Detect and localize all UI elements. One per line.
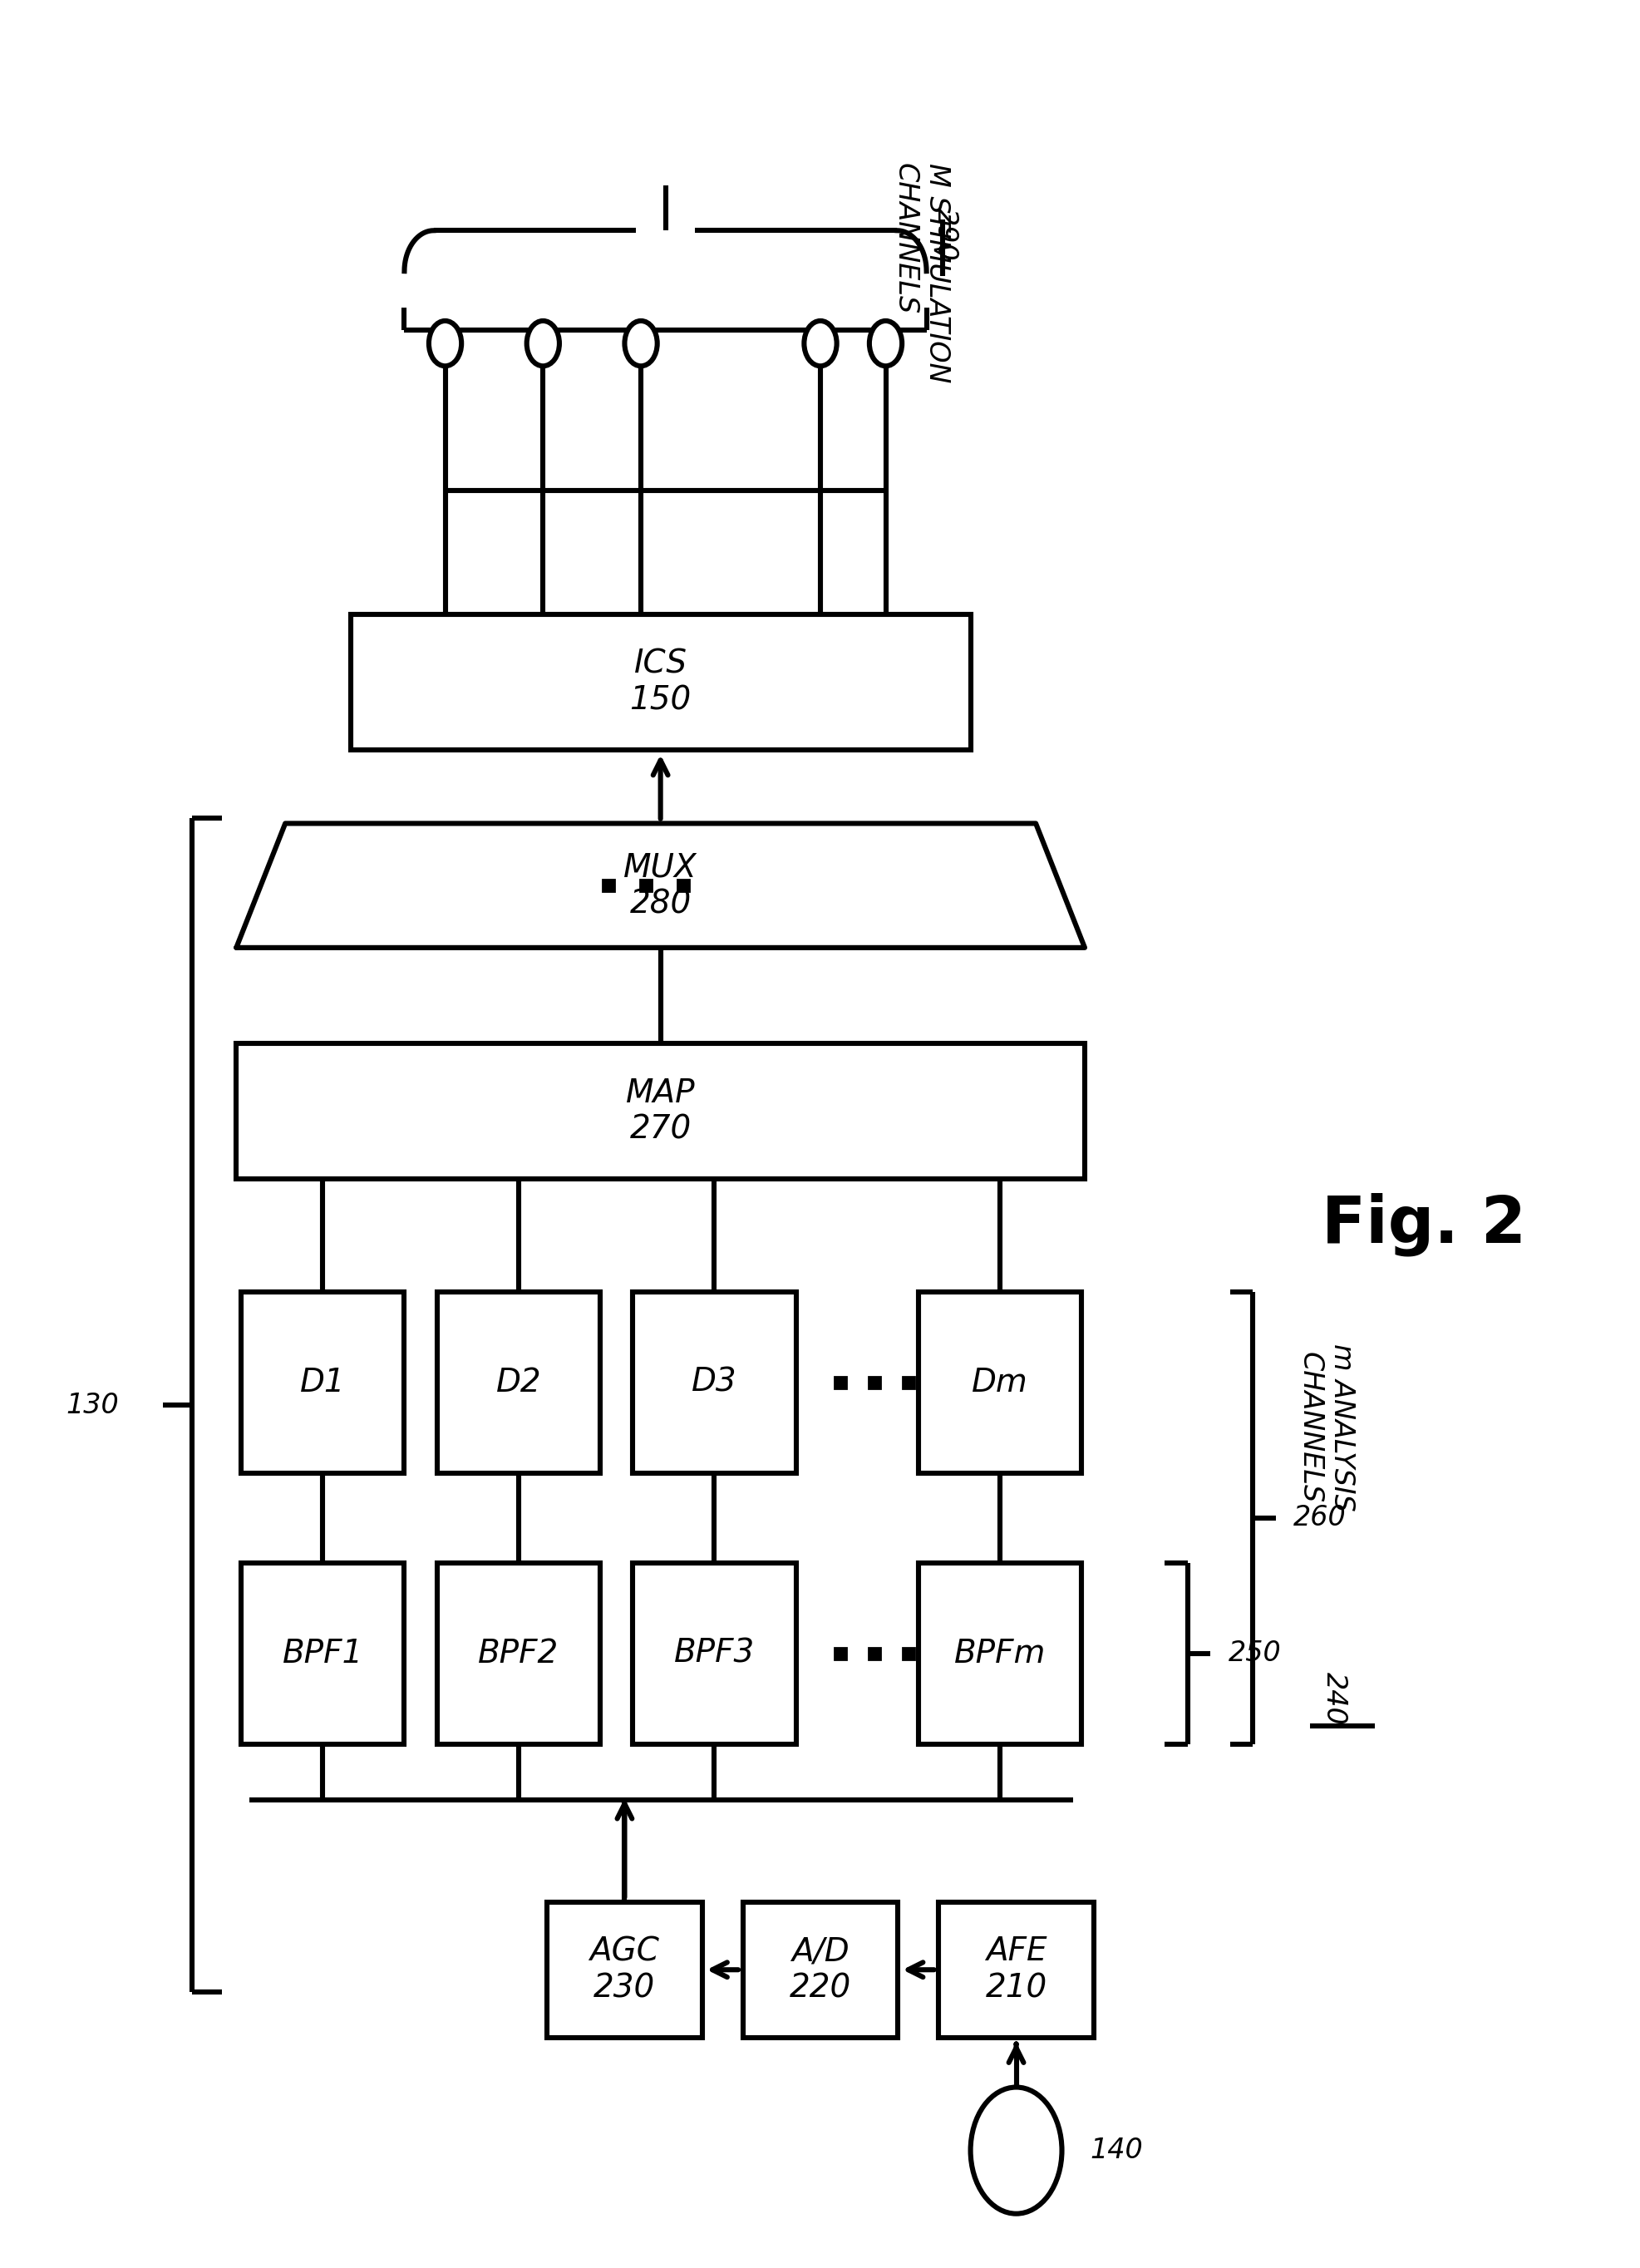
Text: BPF3: BPF3 xyxy=(674,1637,754,1669)
Text: 130: 130 xyxy=(66,1390,118,1420)
Text: Fig. 2: Fig. 2 xyxy=(1322,1193,1525,1256)
Text: MAP
270: MAP 270 xyxy=(625,1077,695,1145)
FancyBboxPatch shape xyxy=(633,1293,795,1472)
Circle shape xyxy=(625,320,658,365)
FancyBboxPatch shape xyxy=(241,1293,403,1472)
Text: ICS
150: ICS 150 xyxy=(630,649,690,717)
Text: BPF1: BPF1 xyxy=(282,1637,362,1669)
FancyBboxPatch shape xyxy=(743,1903,897,2037)
Circle shape xyxy=(526,320,559,365)
Text: D1: D1 xyxy=(300,1368,346,1399)
Circle shape xyxy=(969,2087,1061,2214)
Text: D2: D2 xyxy=(495,1368,541,1399)
FancyBboxPatch shape xyxy=(633,1563,795,1744)
Text: D3: D3 xyxy=(692,1368,736,1399)
Text: AFE
210: AFE 210 xyxy=(986,1935,1046,2005)
Circle shape xyxy=(428,320,461,365)
Text: BPFm: BPFm xyxy=(953,1637,1045,1669)
Circle shape xyxy=(804,320,836,365)
Text: MUX
280: MUX 280 xyxy=(623,850,697,919)
Text: m ANALYSIS
CHANNELS: m ANALYSIS CHANNELS xyxy=(1296,1343,1355,1510)
Text: A/D
220: A/D 220 xyxy=(789,1935,851,2005)
FancyBboxPatch shape xyxy=(436,1293,600,1472)
Circle shape xyxy=(869,320,902,365)
Text: 140: 140 xyxy=(1089,2136,1141,2164)
Text: 290: 290 xyxy=(932,209,959,261)
FancyBboxPatch shape xyxy=(546,1903,702,2037)
Text: 240: 240 xyxy=(1320,1672,1348,1726)
Text: M STIMULATION
CHANNELS: M STIMULATION CHANNELS xyxy=(891,163,951,383)
FancyBboxPatch shape xyxy=(938,1903,1094,2037)
Text: Dm: Dm xyxy=(971,1368,1028,1399)
FancyBboxPatch shape xyxy=(918,1293,1081,1472)
Text: 260: 260 xyxy=(1292,1504,1346,1531)
FancyBboxPatch shape xyxy=(436,1563,600,1744)
Polygon shape xyxy=(236,823,1084,948)
FancyBboxPatch shape xyxy=(918,1563,1081,1744)
FancyBboxPatch shape xyxy=(351,615,969,751)
Text: 250: 250 xyxy=(1228,1640,1281,1667)
FancyBboxPatch shape xyxy=(241,1563,403,1744)
Text: AGC
230: AGC 230 xyxy=(589,1935,659,2005)
Text: BPF2: BPF2 xyxy=(477,1637,559,1669)
FancyBboxPatch shape xyxy=(236,1043,1084,1179)
